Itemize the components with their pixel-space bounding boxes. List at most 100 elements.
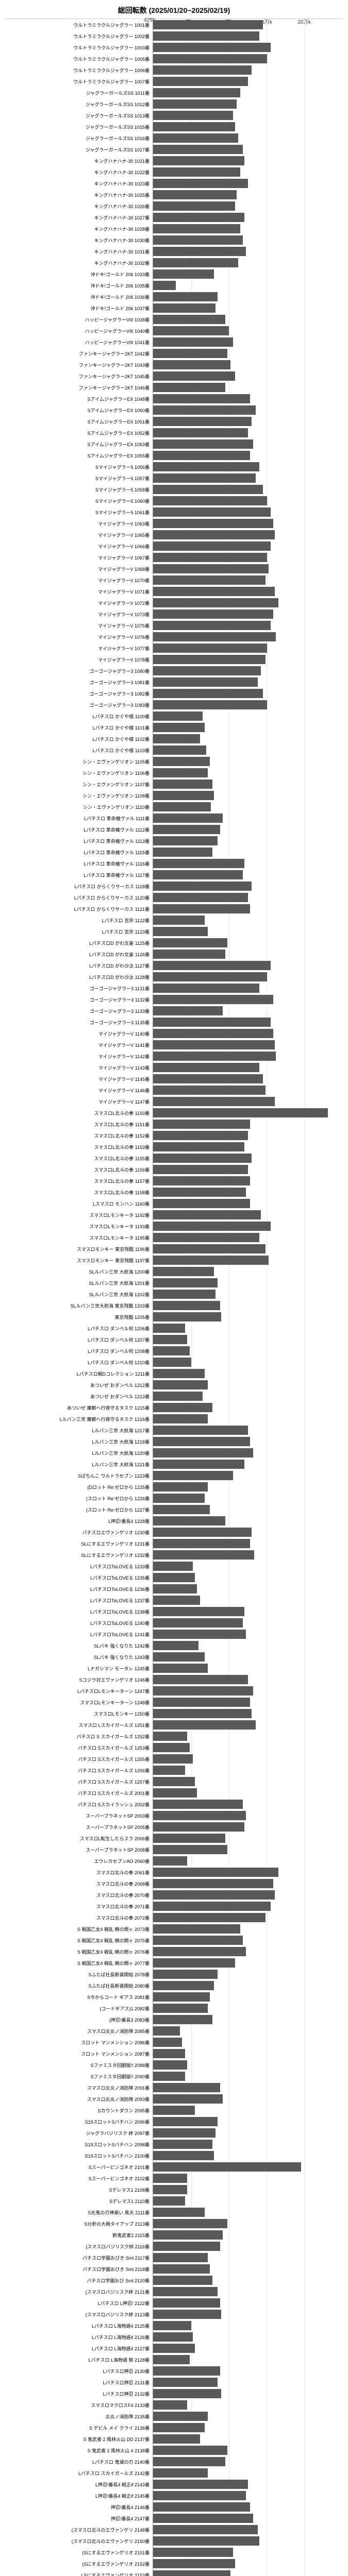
- bar: [153, 1539, 250, 1548]
- bar-area: [153, 200, 343, 212]
- bar-area: [153, 325, 343, 336]
- row-label: マイジャグラーV 1073番: [5, 611, 153, 618]
- bar: [153, 1006, 223, 1015]
- row-label: パチスロ Sスカイガールズ 1253番: [5, 1744, 153, 1751]
- bar: [153, 1732, 187, 1741]
- bar-area: [153, 2127, 343, 2139]
- bar: [153, 1222, 271, 1231]
- row-label: スーパープラネットSP 2005番: [5, 1824, 153, 1831]
- row-label: S 戦国乙女4 戦乱 暁の関ヶ 2077番: [5, 1960, 153, 1967]
- table-row: (Sにするエヴァンゲリオ 2151番: [5, 2547, 343, 2558]
- row-label: 東京残酷 1205番: [5, 1314, 153, 1320]
- row-label: (スマスロ北斗のエヴァンゲリ 2150番: [5, 2538, 153, 2545]
- table-row: SアイムジャグラーEX 1050番: [5, 404, 343, 416]
- row-label: SアイムジャグラーEX 1051番: [5, 418, 153, 425]
- bar: [153, 507, 271, 517]
- bar-area: [153, 155, 343, 166]
- table-row: SLルパン三世 大航海 1200番: [5, 1266, 343, 1277]
- row-label: S19スロットSバチハン 2100番: [5, 2153, 153, 2159]
- row-label: ハッピージャグラーVIII 1040番: [5, 328, 153, 334]
- row-label: Sぱちんこ ウルトラセブン 1223番: [5, 1472, 153, 1479]
- bar: [153, 88, 240, 97]
- bar: [153, 326, 229, 335]
- bar: [153, 2094, 223, 2104]
- row-label: スマスロモンキー 東京残酷 1197番: [5, 1257, 153, 1264]
- bar: [153, 882, 252, 891]
- table-row: キングハナハナ-30 1025番: [5, 189, 343, 200]
- bar-area: [153, 1708, 343, 1719]
- bar-area: [153, 1391, 343, 1402]
- row-label: Lパチスロ 吉宗 1123番: [5, 928, 153, 935]
- bar-area: [153, 892, 343, 903]
- bar: [153, 1176, 250, 1185]
- bar-area: [153, 2456, 343, 2467]
- table-row: ゴーゴージャグラー3 1132番: [5, 994, 343, 1005]
- bar-area: [153, 1765, 343, 1776]
- bar: [153, 1426, 248, 1435]
- bar: [153, 2389, 221, 2398]
- bar: [153, 1142, 244, 1151]
- table-row: 沖ドキ!ゴールド 206 1036番: [5, 291, 343, 302]
- row-label: シン・エヴァンゲリオン 1106番: [5, 770, 153, 776]
- bar: [153, 213, 244, 222]
- table-row: SアイムジャグラーEX 1052番: [5, 427, 343, 438]
- bar-area: [153, 1912, 343, 1923]
- row-label: 新鬼武者2 2115番: [5, 2232, 153, 2239]
- table-row: ゴーゴージャグラー3 1080番: [5, 665, 343, 676]
- table-row: Sデレマス1 2108番: [5, 2184, 343, 2195]
- bar: [153, 1970, 218, 1979]
- bar-area: [153, 438, 343, 450]
- row-label: S デビル メイ クライ 2136番: [5, 2425, 153, 2431]
- bar-area: [153, 450, 343, 461]
- bar: [153, 1924, 240, 1934]
- bar: [153, 689, 263, 698]
- table-row: ゴーゴージャグラー3 1131番: [5, 982, 343, 994]
- bar-area: [153, 654, 343, 665]
- row-label: スマスロ北斗の拳 2072番: [5, 1914, 153, 1921]
- bar: [153, 1675, 248, 1684]
- bar-chart: 総回転数 (2025/01/20~2025/02/19) 425k5万k10万k…: [5, 5, 343, 2576]
- row-label: LパチスロToLOVEる 1241番: [5, 1631, 153, 1638]
- bar: [153, 2457, 225, 2466]
- table-row: S19スロットSバチハン 2100番: [5, 2150, 343, 2161]
- table-row: SアイムジャグラーEX 1055番: [5, 450, 343, 461]
- bar: [153, 1335, 187, 1344]
- row-label: (Dロット Re:ゼロから 1225番: [5, 1484, 153, 1490]
- bar: [153, 1131, 248, 1140]
- bar: [153, 111, 233, 120]
- bar: [153, 1244, 266, 1253]
- bar-area: [153, 1844, 343, 1855]
- table-row: マイジャグラーV 1063番: [5, 518, 343, 529]
- row-label: 沖ドキ!ゴールド 206 1036番: [5, 294, 153, 300]
- row-label: Sスーパービンゴネオ 2102番: [5, 2175, 153, 2182]
- bar: [153, 1199, 250, 1208]
- bar-area: [153, 1221, 343, 1232]
- bar: [153, 2151, 214, 2160]
- row-label: キングハナハナ-30 1023番: [5, 180, 153, 187]
- bar: [153, 893, 248, 902]
- bar: [153, 349, 227, 358]
- row-label: 沖ドキ!ゴールド 206 1033番: [5, 271, 153, 278]
- table-row: LパチスロToLOVEる 1238番: [5, 1606, 343, 1617]
- table-row: スマスロ北斗の拳 2070番: [5, 1889, 343, 1901]
- bar-area: [153, 2286, 343, 2297]
- bar: [153, 1754, 193, 1764]
- table-row: Lルパン三世 大航海 1221番: [5, 1459, 343, 1470]
- bar-area: [153, 1787, 343, 1799]
- row-label: シン・エヴァンゲリオン 1107番: [5, 781, 153, 788]
- row-label: (スマスロバジリスク絆 2123番: [5, 2311, 153, 2318]
- row-label: スマスロL北斗の拳 1155番: [5, 1155, 153, 1162]
- bar-area: [153, 1028, 343, 1039]
- bar: [153, 371, 235, 381]
- row-label: LパチスロToLOVEる 1235番: [5, 1574, 153, 1581]
- chart-rows: ウルトラミラクルジャグラー 1001番ウルトラミラクルジャグラー 1002番ウル…: [5, 19, 343, 2576]
- row-label: マイジャグラーV 1065番: [5, 532, 153, 538]
- bar-area: [153, 144, 343, 155]
- row-label: SLルパン三世 大航海 1202番: [5, 1291, 153, 1298]
- table-row: Lパチスロ 革命機ヴァル 1116番: [5, 858, 343, 869]
- bar: [153, 802, 211, 811]
- bar-area: [153, 1923, 343, 1935]
- table-row: Lナガシマン モータレ 1245番: [5, 1663, 343, 1674]
- bar: [153, 2196, 185, 2206]
- row-label: LパチスロD がわ沙汰 1128番: [5, 974, 153, 980]
